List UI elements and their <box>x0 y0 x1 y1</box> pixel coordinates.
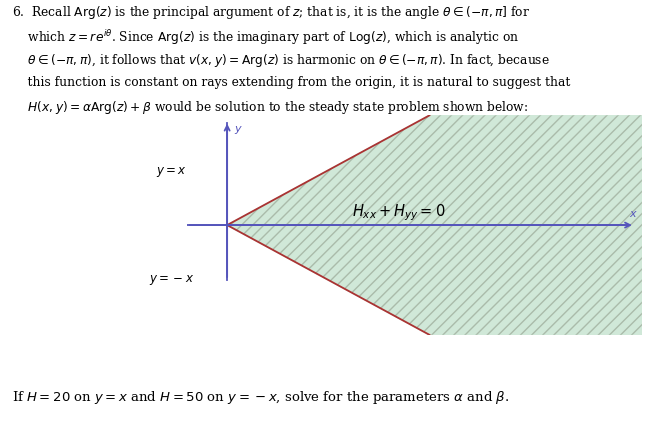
Text: $\theta \in (-\pi, \pi)$, it follows that $v(x, y) = \mathrm{Arg}(z)$ is harmoni: $\theta \in (-\pi, \pi)$, it follows tha… <box>12 52 550 69</box>
Text: which $z = re^{i\theta}$. Since $\mathrm{Arg}(z)$ is the imaginary part of $\mat: which $z = re^{i\theta}$. Since $\mathrm… <box>12 28 519 47</box>
Text: $y=x$: $y=x$ <box>156 165 187 179</box>
Text: $H_{xx}+H_{yy}=0$: $H_{xx}+H_{yy}=0$ <box>352 201 446 222</box>
Polygon shape <box>227 116 642 335</box>
Text: $x$: $x$ <box>629 209 639 219</box>
Text: this function is constant on rays extending from the origin, it is natural to su: this function is constant on rays extend… <box>12 75 570 88</box>
Text: 6.  Recall $\mathrm{Arg}(z)$ is the principal argument of $z$; that is, it is th: 6. Recall $\mathrm{Arg}(z)$ is the princ… <box>12 4 530 21</box>
Text: $y$: $y$ <box>234 124 243 136</box>
Text: $H(x, y) = \alpha\mathrm{Arg}(z) + \beta$ would be solution to the steady state : $H(x, y) = \alpha\mathrm{Arg}(z) + \beta… <box>12 99 528 116</box>
Text: $y=-x$: $y=-x$ <box>149 272 194 286</box>
Text: If $H = 20$ on $y = x$ and $H = 50$ on $y = -x$, solve for the parameters $\alph: If $H = 20$ on $y = x$ and $H = 50$ on $… <box>12 388 509 405</box>
